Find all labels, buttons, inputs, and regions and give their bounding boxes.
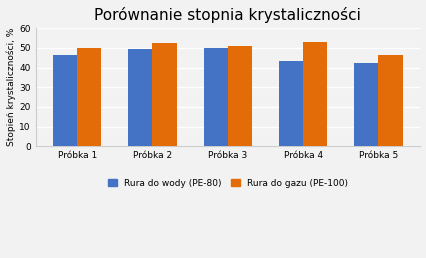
- Bar: [302, 42, 326, 146]
- Bar: [278, 61, 302, 146]
- Bar: [227, 46, 251, 146]
- Bar: [203, 48, 227, 146]
- Bar: [377, 55, 402, 146]
- Bar: [77, 48, 101, 146]
- Bar: [53, 55, 77, 146]
- Y-axis label: Stopień krystaliczności, %: Stopień krystaliczności, %: [7, 28, 17, 147]
- Bar: [354, 63, 377, 146]
- Bar: [128, 49, 152, 146]
- Title: Porównanie stopnia krystaliczności: Porównanie stopnia krystaliczności: [94, 7, 360, 23]
- Bar: [152, 43, 176, 146]
- Legend: Rura do wody (PE-80), Rura do gazu (PE-100): Rura do wody (PE-80), Rura do gazu (PE-1…: [104, 175, 351, 191]
